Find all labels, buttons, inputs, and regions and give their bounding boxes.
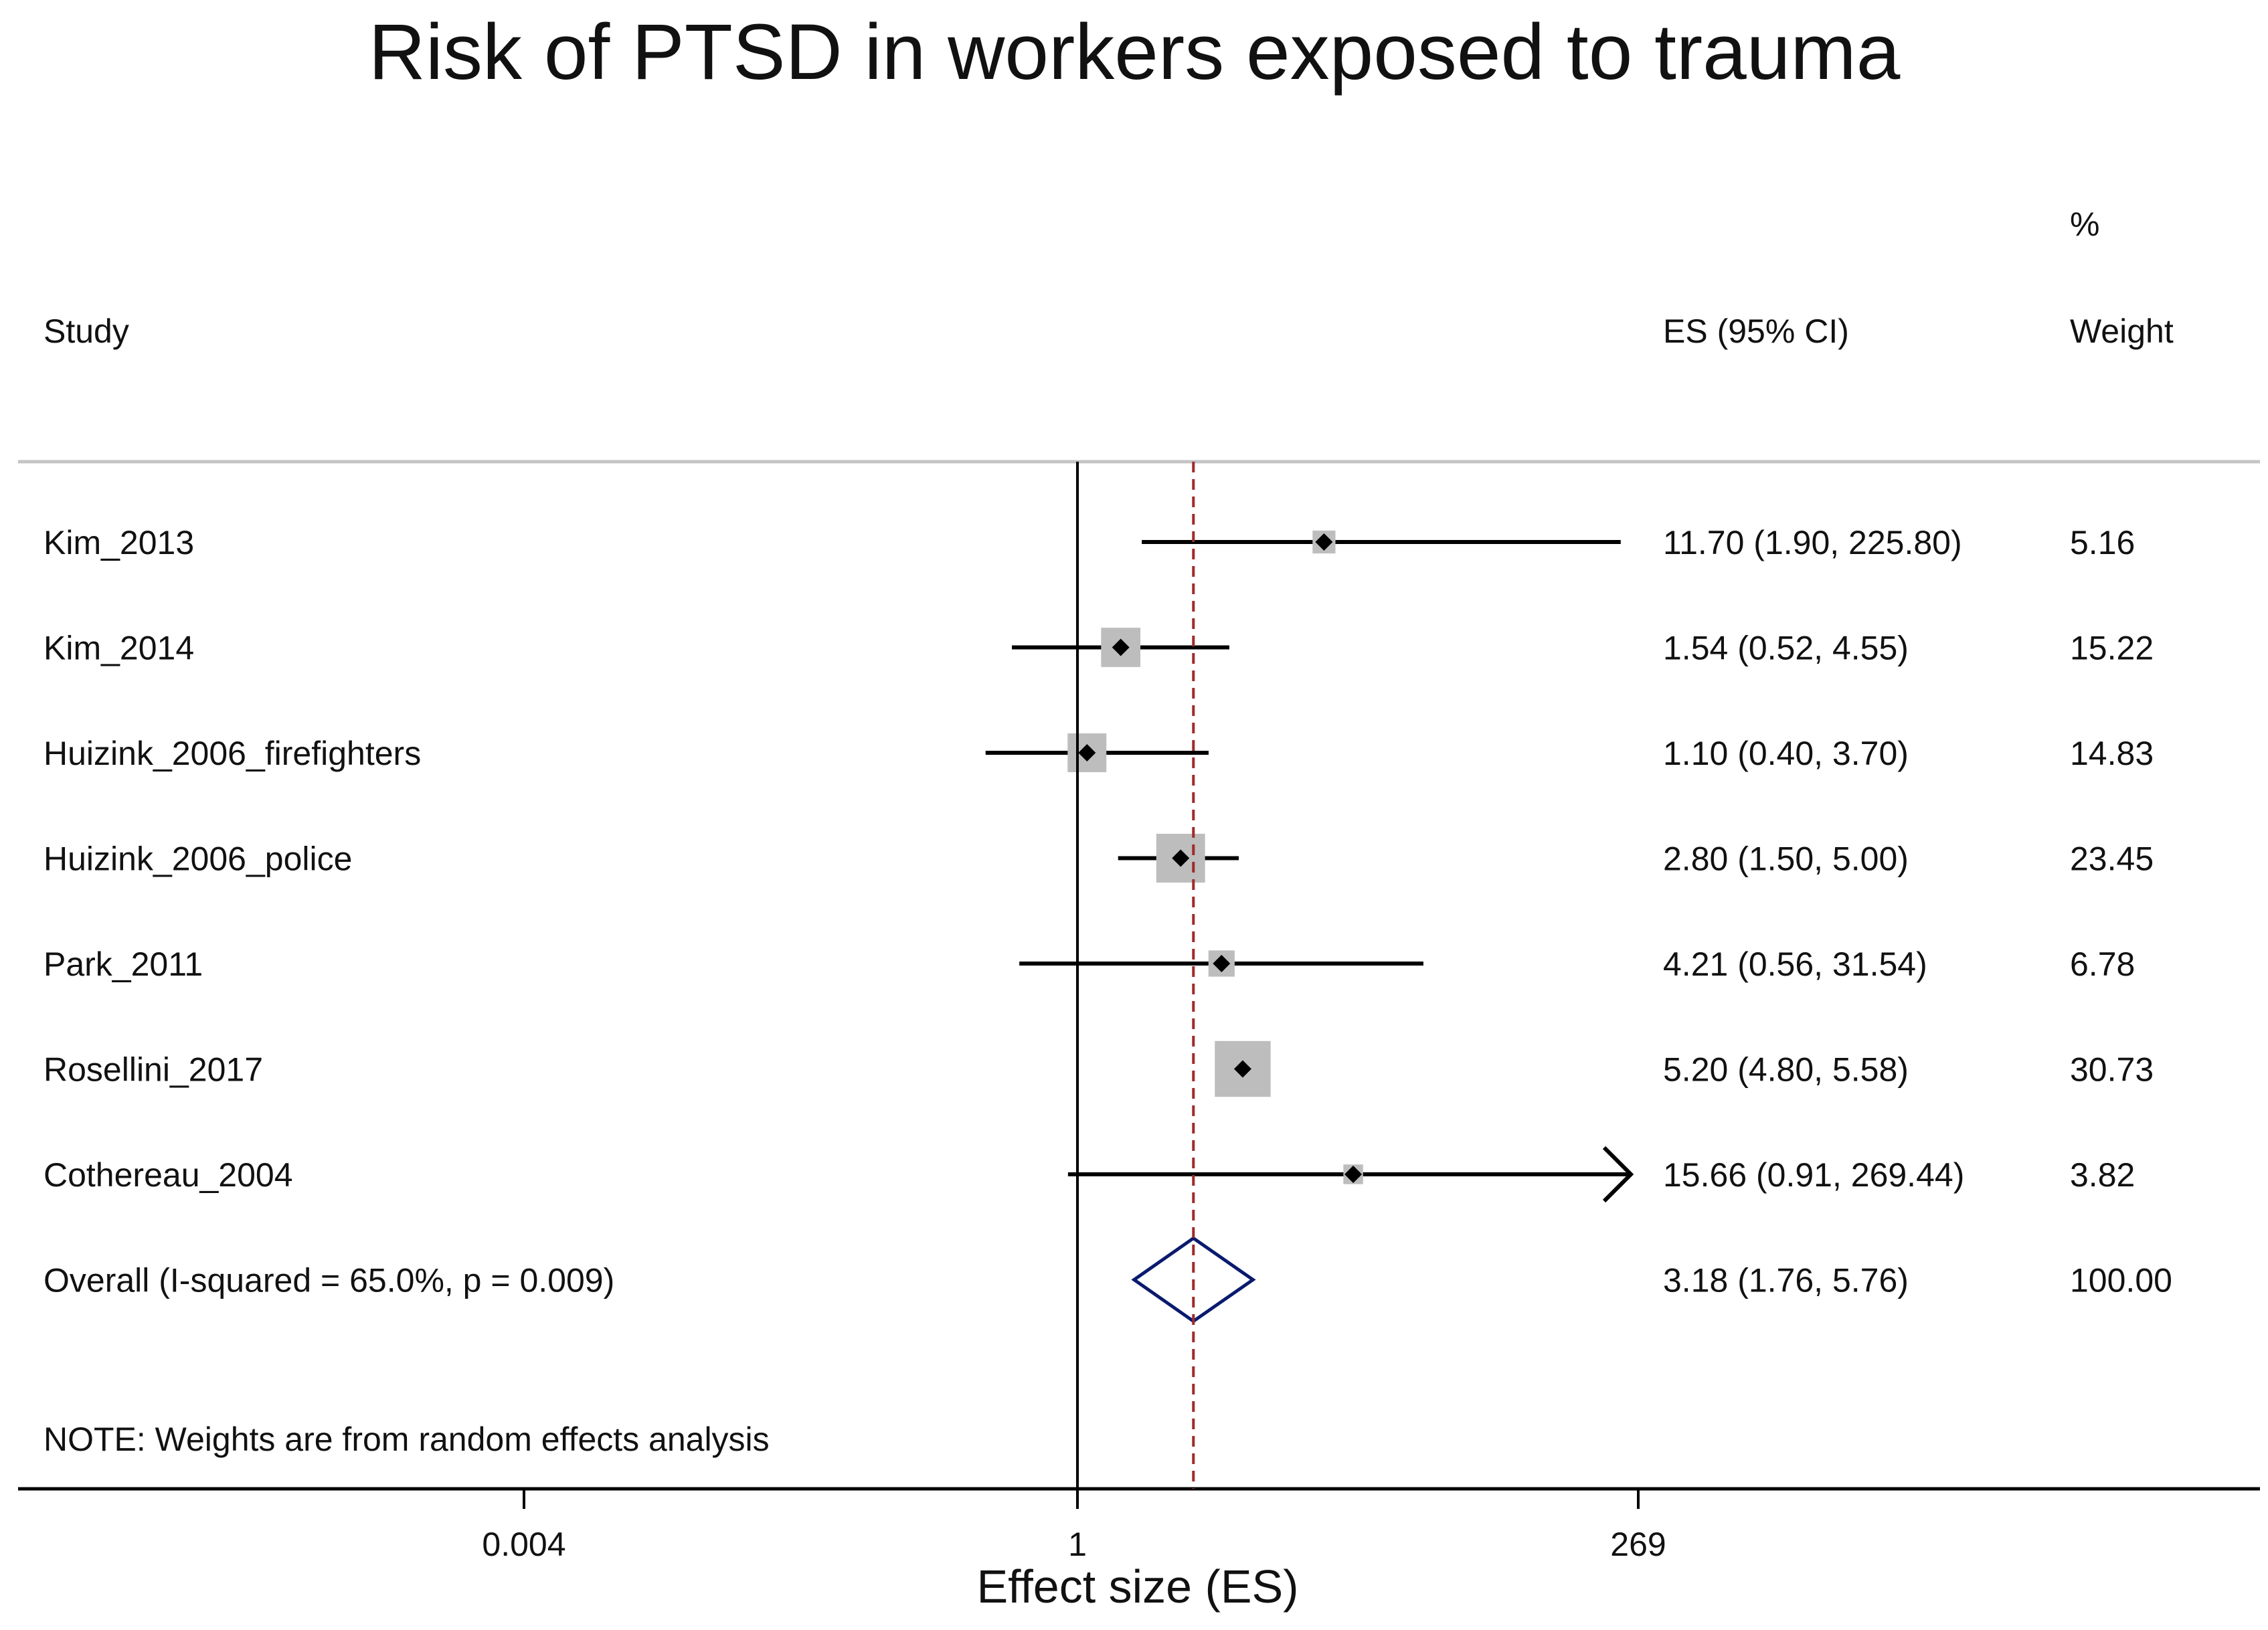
study-weight: 5.16 xyxy=(2070,524,2135,561)
study-name: Park_2011 xyxy=(43,945,203,983)
point-estimate xyxy=(1315,533,1333,551)
study-name: Rosellini_2017 xyxy=(43,1051,263,1089)
point-estimate xyxy=(1213,955,1231,972)
point-estimate xyxy=(1233,1060,1251,1078)
table-row: Huizink_2006_firefighters 1.10 (0.40, 3.7… xyxy=(43,733,2154,772)
overall-diamond xyxy=(1131,1236,1256,1324)
study-name: Cothereau_2004 xyxy=(43,1156,293,1194)
study-name: Kim_2014 xyxy=(43,630,194,667)
table-row: Kim_2014 1.54 (0.52, 4.55) 15.22 xyxy=(43,628,2154,667)
header-es-ci: ES (95% CI) xyxy=(1663,312,1849,350)
study-weight: 15.22 xyxy=(2070,630,2154,667)
table-row: Cothereau_2004 15.66 (0.91, 269.44) 3.82 xyxy=(43,1146,2135,1203)
study-es-ci: 5.20 (4.80, 5.58) xyxy=(1663,1051,1909,1089)
point-estimate xyxy=(1078,744,1096,761)
study-es-ci: 11.70 (1.90, 225.80) xyxy=(1663,524,1962,561)
study-weight: 30.73 xyxy=(2070,1051,2154,1089)
overall-weight: 100.00 xyxy=(2070,1262,2172,1299)
study-weight: 3.82 xyxy=(2070,1156,2135,1194)
study-weight: 6.78 xyxy=(2070,945,2135,983)
study-es-ci: 1.10 (0.40, 3.70) xyxy=(1663,735,1909,772)
table-row: Kim_2013 11.70 (1.90, 225.80) 5.16 xyxy=(43,524,2135,561)
table-row: Rosellini_2017 5.20 (4.80, 5.58) 30.73 xyxy=(43,1040,2154,1097)
table-row: Park_2011 4.21 (0.56, 31.54) 6.78 xyxy=(43,945,2135,983)
x-axis-ticks: 0.004 1 269 xyxy=(482,1489,1666,1563)
overall-label: Overall (I-squared = 65.0%, p = 0.009) xyxy=(43,1262,614,1299)
study-weight: 14.83 xyxy=(2070,735,2154,772)
header-weight: Weight xyxy=(2070,312,2174,350)
chart-title: Risk of PTSD in workers exposed to traum… xyxy=(369,8,1901,96)
study-name: Kim_2013 xyxy=(43,524,194,561)
study-name: Huizink_2006_police xyxy=(43,840,352,878)
x-tick-label: 269 xyxy=(1610,1526,1666,1563)
point-estimate xyxy=(1172,849,1190,867)
study-es-ci: 1.54 (0.52, 4.55) xyxy=(1663,630,1909,667)
study-es-ci: 15.66 (0.91, 269.44) xyxy=(1663,1156,1964,1194)
study-es-ci: 2.80 (1.50, 5.00) xyxy=(1663,840,1909,878)
point-estimate xyxy=(1112,638,1130,656)
weights-note: NOTE: Weights are from random effects an… xyxy=(43,1421,770,1458)
table-row: Huizink_2006_police 2.80 (1.50, 5.00) 23.4… xyxy=(43,834,2154,883)
overall-es-ci: 3.18 (1.76, 5.76) xyxy=(1663,1262,1909,1299)
x-tick-label: 1 xyxy=(1068,1526,1087,1563)
study-name: Huizink_2006_firefighters xyxy=(43,735,421,772)
x-tick-label: 0.004 xyxy=(482,1526,565,1563)
point-estimate xyxy=(1344,1166,1363,1183)
overall-row: Overall (I-squared = 65.0%, p = 0.009) 3.… xyxy=(43,1236,2172,1324)
study-weight: 23.45 xyxy=(2070,840,2154,878)
header-weight-percent: % xyxy=(2070,205,2099,243)
study-rows: Kim_2013 11.70 (1.90, 225.80) 5.16 Kim_2014… xyxy=(43,524,2172,1324)
ci-arrow xyxy=(1602,1146,1634,1203)
study-es-ci: 4.21 (0.56, 31.54) xyxy=(1663,945,1927,983)
x-axis-label: Effect size (ES) xyxy=(976,1560,1298,1613)
header-study: Study xyxy=(43,312,129,350)
